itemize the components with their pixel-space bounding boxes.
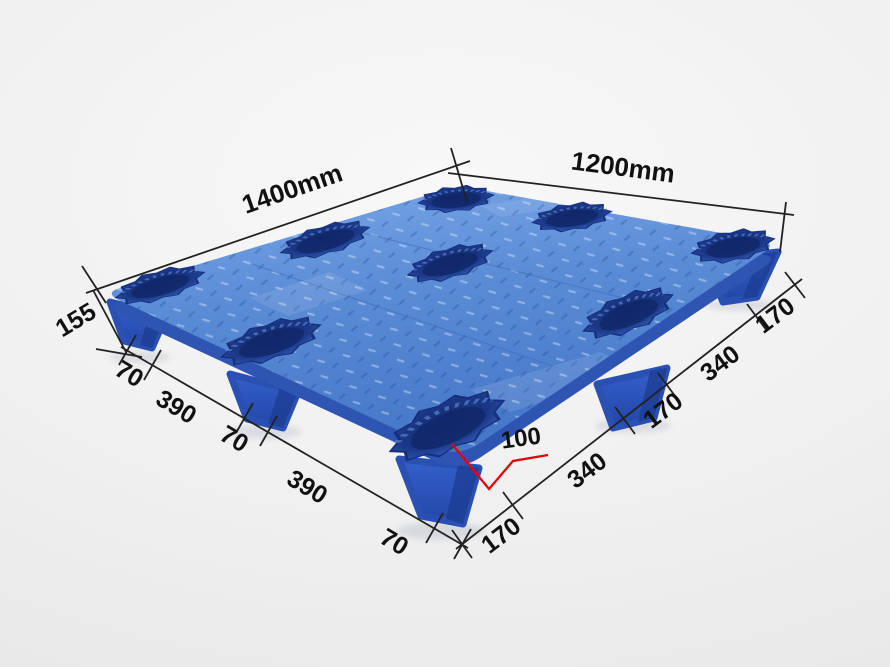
dim-foot-height xyxy=(451,443,549,491)
dim-label-foot-height: 100 xyxy=(499,422,542,454)
dim-label-right-seg: 340 xyxy=(562,447,612,494)
pallet xyxy=(106,170,782,540)
dimension-annotations xyxy=(81,147,806,560)
dim-left-edge xyxy=(118,334,472,560)
dim-label-height: 155 xyxy=(51,297,101,343)
dim-label-left-seg: 390 xyxy=(282,464,332,509)
dim-label-width: 1200mm xyxy=(570,145,677,188)
dim-label-right-seg: 170 xyxy=(476,512,526,559)
dim-label-left-seg: 390 xyxy=(151,384,201,429)
dim-label-length: 1400mm xyxy=(238,157,346,219)
dim-width xyxy=(447,172,795,253)
foot-height-leader xyxy=(451,443,549,491)
dim-right-edge xyxy=(451,271,806,559)
dim-label-left-seg: 70 xyxy=(215,420,253,458)
dim-label-right-seg: 340 xyxy=(695,340,745,387)
